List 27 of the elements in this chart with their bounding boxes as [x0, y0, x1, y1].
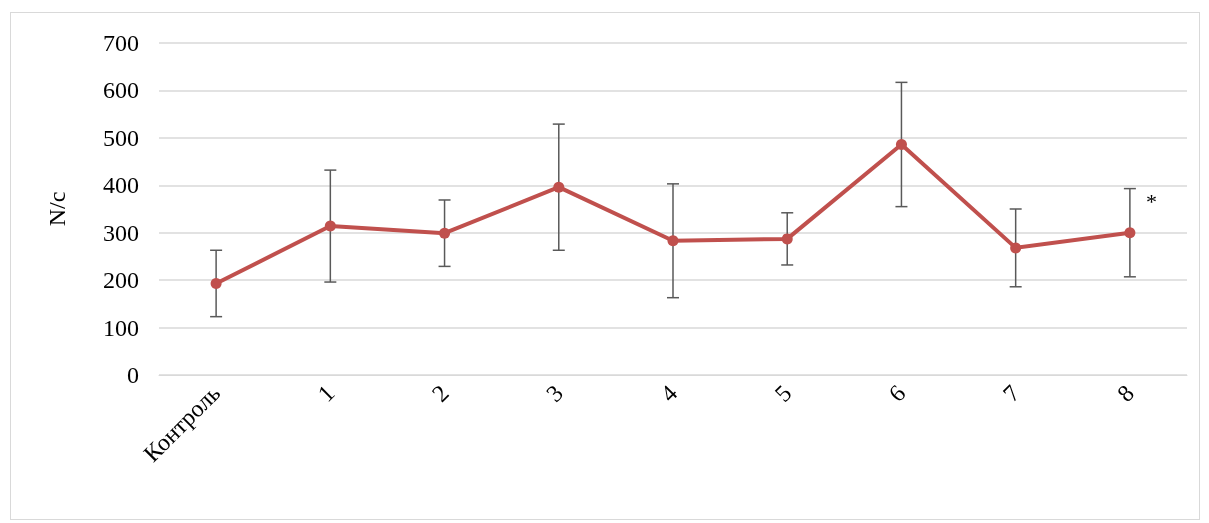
point — [210, 277, 222, 289]
point — [439, 227, 451, 239]
y-tick-label: 300 — [103, 219, 139, 246]
point — [781, 233, 793, 245]
point — [553, 181, 565, 193]
y-tick-label: 700 — [103, 30, 139, 56]
x-tick-label: 6 — [883, 379, 911, 407]
y-tick-label: 400 — [103, 172, 139, 199]
y-tick-label: 0 — [127, 362, 139, 388]
x-tick-label: 8 — [1112, 379, 1140, 407]
x-tick-label: 4 — [655, 379, 683, 407]
x-tick-label: 3 — [541, 379, 568, 407]
x-tick-label: 1 — [312, 379, 340, 407]
y-tick-label: 600 — [103, 77, 139, 104]
x-tick-label: 2 — [426, 379, 454, 407]
y-tick-label: 100 — [103, 314, 139, 341]
x-tick-label: 7 — [997, 379, 1025, 407]
point — [324, 220, 336, 232]
y-tick-label: 200 — [103, 267, 139, 294]
x-tick-label: 5 — [769, 379, 797, 407]
y-tick-label: 500 — [103, 124, 139, 151]
annotation: * — [1145, 189, 1157, 215]
point — [1010, 242, 1022, 254]
point — [1124, 227, 1136, 239]
y-axis-title: N/c — [44, 191, 70, 227]
point — [895, 139, 907, 150]
point — [667, 235, 679, 247]
